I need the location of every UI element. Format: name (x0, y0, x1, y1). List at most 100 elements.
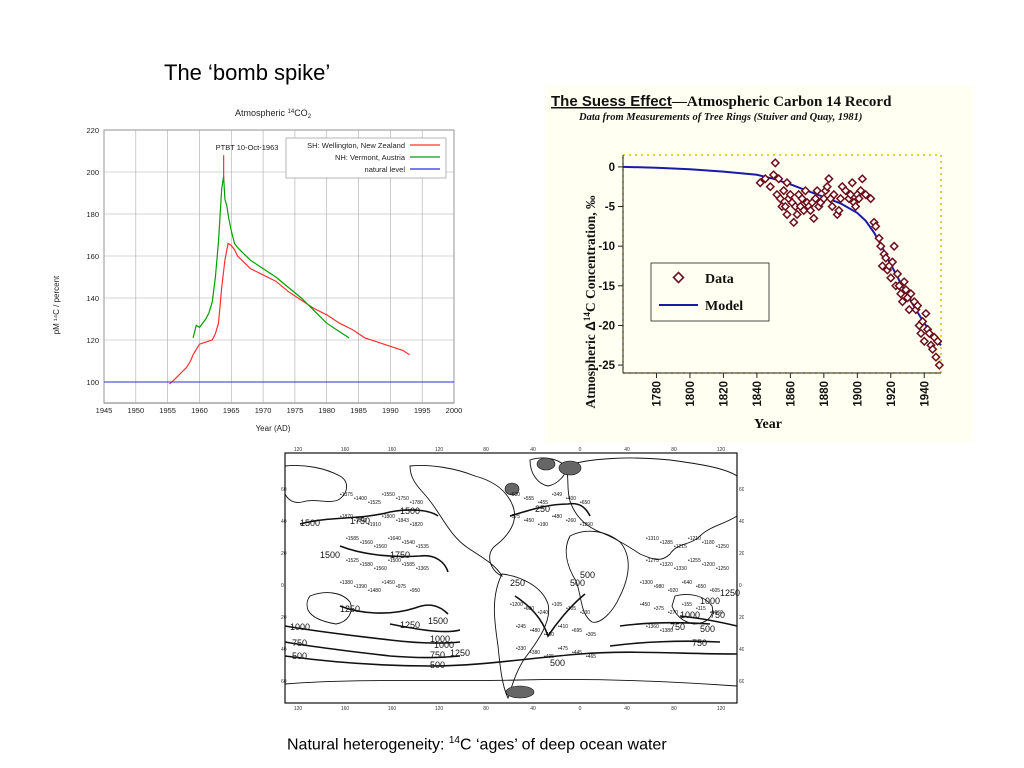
bomb-x-tick-label: 1955 (159, 406, 176, 415)
suess-data-point (889, 241, 899, 251)
contour-pacific-1500 (299, 509, 439, 525)
suess-data-point (765, 181, 776, 192)
bomb-x-tick-label: 1980 (318, 406, 335, 415)
suess-data-point (760, 174, 771, 184)
contour-atlantic-500 (514, 593, 586, 638)
suess-y-tick-label: -10 (598, 241, 615, 253)
map-age-point: •1365 (416, 566, 429, 572)
map-age-point: •1310 (646, 536, 659, 542)
bomb-legend-label-vermont: NH: Vermont, Austria (335, 153, 406, 162)
map-contour-label: 250 (510, 578, 525, 588)
map-age-point: •105 (566, 606, 576, 612)
map-contour-label: 1000 (680, 610, 700, 620)
map-frame (284, 452, 738, 704)
map-age-point: •155 (682, 602, 692, 608)
map-age-point: •105 (552, 602, 562, 608)
map-right-scale-label: 60 (739, 679, 744, 685)
map-age-point: •1820 (410, 522, 423, 528)
suess-legend: Data Model (650, 262, 770, 322)
map-contour-label: 500 (292, 651, 307, 661)
suess-plot-area (622, 158, 945, 370)
map-scales: 120 160 160 120 80 40 0 40 80 120 120 160 160 120 80 40… (281, 447, 744, 712)
map-contour-label: 1500 (428, 616, 448, 626)
bomb-y-axis-label: pM ¹⁴C / percent (52, 275, 61, 334)
suess-data-point (778, 185, 789, 196)
map-left-scale-label: 20 (281, 551, 287, 557)
suess-data-point (847, 177, 858, 188)
map-left-scale-label: 40 (281, 647, 287, 653)
suess-data-point (782, 209, 792, 220)
map-age-points: •1375•1400•1525•1550•1750•1780•1870•1890… (340, 492, 729, 660)
map-age-point: •1450 (382, 580, 395, 586)
suess-data-point (870, 221, 881, 232)
map-top-scale-label: 160 (341, 447, 350, 453)
map-top-scale-label: 120 (294, 447, 303, 453)
map-contour-label: 1750 (350, 516, 370, 526)
map-age-point: •1285 (660, 540, 673, 546)
suess-data-point (921, 308, 931, 319)
map-age-point: •1640 (388, 536, 401, 542)
bomb-x-tick-label: 1985 (350, 406, 367, 415)
suess-data-point (834, 205, 844, 216)
contour-pacific-1500-south (339, 604, 449, 615)
bomb-y-tick-label: 100 (86, 378, 99, 387)
suess-x-tick-label: 1800 (685, 381, 697, 407)
bomb-series-nz (169, 242, 410, 385)
contour-1250 (389, 623, 461, 633)
map-bottom-scale-label: 80 (671, 706, 677, 712)
weddell-sea-shading (505, 685, 535, 699)
map-age-point: •1290 (580, 522, 593, 528)
map-contour-label: 1500 (300, 518, 320, 528)
suess-data-point (845, 189, 856, 200)
map-contour-label: 1500 (320, 550, 340, 560)
map-top-scale-label: 40 (530, 447, 536, 453)
map-bottom-scale-label: 160 (341, 706, 350, 712)
suess-data-point (897, 296, 908, 307)
map-age-point: •1400 (354, 496, 367, 502)
map-right-scale-label: 0 (739, 583, 742, 589)
suess-data-point (800, 185, 811, 196)
bomb-x-tick-label: 1950 (127, 406, 144, 415)
map-contour-label: 750 (692, 638, 707, 648)
contour-pacific-1750 (339, 545, 449, 573)
map-age-point: •349 (552, 492, 562, 498)
slide-caption: Natural heterogeneity: 14C ‘ages’ of dee… (287, 735, 667, 754)
map-right-scale-label: 40 (739, 647, 744, 653)
bomb-x-tick-label: 1975 (287, 406, 304, 415)
suess-data-point (917, 316, 928, 327)
map-age-point: •1255 (688, 558, 701, 564)
bomb-x-tick-label: 2000 (446, 406, 463, 415)
map-age-point: •1375 (340, 492, 353, 498)
map-right-scale-label: 20 (739, 615, 744, 621)
map-contour-label: 500 (550, 658, 565, 668)
map-age-point: •495 (544, 654, 554, 660)
map-bottom-scale-label: 80 (483, 706, 489, 712)
suess-data-point (899, 277, 909, 287)
map-age-point: •1890 (354, 518, 367, 524)
map-contour-label: 750 (710, 610, 725, 620)
map-top-scale-label: 120 (717, 447, 726, 453)
map-age-point: •1540 (402, 540, 415, 546)
bomb-y-tick-label: 220 (86, 126, 99, 135)
map-age-point: •1550 (382, 492, 395, 498)
suess-data-point (906, 288, 916, 299)
map-age-point: •1585 (402, 562, 415, 568)
bomb-legend-label-nz: SH: Wellington, New Zealand (307, 141, 405, 150)
map-left-scale-label: 40 (281, 519, 287, 525)
suess-data-point (881, 253, 891, 263)
norwegian-sea-shading (536, 457, 556, 471)
suess-y-tick-label: -20 (598, 320, 615, 332)
map-age-point: •640 (682, 580, 692, 586)
map-right-scale-label: 40 (739, 519, 744, 525)
suess-plot-frame (618, 154, 942, 378)
map-left-scale-label: 60 (281, 487, 287, 493)
suess-data-point (865, 193, 876, 204)
suess-legend-label-model: Model (705, 299, 743, 314)
suess-y-axis-label: Atmospheric Δ14C Concentration, ‰ (582, 195, 598, 408)
suess-data-point (840, 185, 851, 196)
north-america-outline (409, 465, 515, 577)
map-age-point: •1750 (396, 496, 409, 502)
map-age-point: •1200 (510, 602, 523, 608)
map-age-point: •450 (524, 518, 534, 524)
suess-data-point (892, 269, 903, 279)
